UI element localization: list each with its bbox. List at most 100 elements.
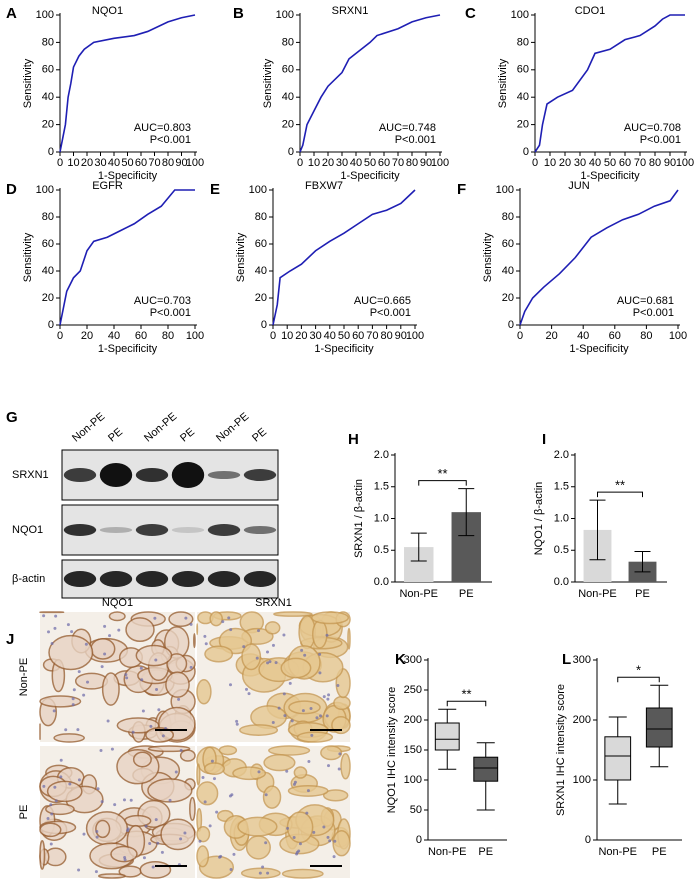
y-tick-label: 100 <box>36 9 54 21</box>
nucleus <box>319 714 323 718</box>
x-tick-label: Non-PE <box>399 588 438 600</box>
x-axis-label: 1-Specificity <box>340 170 400 182</box>
band <box>63 468 97 482</box>
x-tick-label: 90 <box>175 157 187 169</box>
nucleus <box>123 855 127 859</box>
nucleus <box>203 800 207 804</box>
nucleus <box>309 706 313 710</box>
x-tick-label: 100 <box>669 330 687 342</box>
nucleus <box>301 709 305 713</box>
nucleus <box>156 841 160 845</box>
x-tick-label: 100 <box>431 157 449 169</box>
tissue <box>193 633 196 649</box>
nucleus <box>219 854 223 858</box>
x-tick-label: PE <box>478 846 493 858</box>
x-tick-label: 100 <box>406 330 424 342</box>
y-tick-label: 20 <box>502 292 514 304</box>
tissue <box>48 634 94 671</box>
tissue <box>53 733 85 743</box>
x-tick-label: Non-PE <box>598 846 637 858</box>
nucleus <box>277 706 281 710</box>
chart-title: NQO1 <box>92 5 123 17</box>
x-tick-label: 60 <box>352 330 364 342</box>
y-axis-label: NQO1 IHC intensity score <box>386 687 398 814</box>
tissue <box>147 745 191 753</box>
nucleus <box>49 803 53 807</box>
y-tick-label: 80 <box>502 211 514 223</box>
tissue <box>280 657 312 679</box>
x-tick-label: 30 <box>94 157 106 169</box>
nucleus <box>139 666 143 670</box>
y-axis-label: Sensitivity <box>497 58 509 108</box>
nucleus <box>288 681 292 685</box>
tissue <box>262 785 282 809</box>
y-tick-label: 60 <box>42 64 54 76</box>
tissue <box>147 778 193 803</box>
x-tick-label: PE <box>652 846 667 858</box>
x-tick-label: 60 <box>609 330 621 342</box>
nucleus <box>50 812 54 816</box>
nucleus <box>300 648 304 652</box>
nucleus <box>306 789 310 793</box>
x-tick-label: 20 <box>81 157 93 169</box>
nucleus <box>108 634 112 638</box>
y-tick-label: 0.5 <box>374 544 389 556</box>
tissue <box>189 796 196 821</box>
x-tick-label: 50 <box>121 157 133 169</box>
nucleus <box>297 849 301 853</box>
y-axis-label: SRXN1 IHC intensity score <box>555 684 567 816</box>
x-tick-label: 90 <box>420 157 432 169</box>
nucleus <box>72 688 76 692</box>
x-tick-label: 100 <box>186 157 204 169</box>
band <box>135 524 169 536</box>
box <box>604 736 632 781</box>
y-axis-label: SRXN1 / β-actin <box>353 479 365 558</box>
annotation: ** <box>461 687 471 702</box>
y-tick-label: 100 <box>496 184 514 196</box>
x-tick-label: 30 <box>309 330 321 342</box>
y-tick-label: 40 <box>42 265 54 277</box>
x-tick-label: 60 <box>135 157 147 169</box>
tissue <box>312 619 328 649</box>
band <box>171 527 205 533</box>
y-tick-label: 0 <box>416 834 422 846</box>
y-axis-label: Sensitivity <box>22 232 34 282</box>
panel-label: C <box>465 5 476 22</box>
whisker <box>608 716 627 805</box>
y-tick-label: 1.0 <box>374 512 389 524</box>
x-tick-label: 50 <box>338 330 350 342</box>
tissue <box>281 868 324 879</box>
blot-row-label: SRXN1 <box>12 469 49 481</box>
nucleus <box>325 714 329 718</box>
band <box>243 469 277 481</box>
chart-title: JUN <box>568 180 589 192</box>
y-tick-label: 0 <box>523 146 529 158</box>
nucleus <box>271 720 275 724</box>
y-tick-label: 60 <box>502 238 514 250</box>
nucleus <box>76 728 80 732</box>
tissue <box>116 717 160 734</box>
x-tick-label: 80 <box>162 157 174 169</box>
y-axis-label: Sensitivity <box>22 58 34 108</box>
roc-curve <box>519 189 679 326</box>
error-bar <box>634 551 651 573</box>
y-tick-label: 80 <box>282 36 294 48</box>
nucleus <box>174 770 178 774</box>
nucleus <box>318 652 322 656</box>
nucleus <box>282 692 286 696</box>
y-tick-label: 50 <box>410 804 422 816</box>
y-tick-label: 1.5 <box>554 481 569 493</box>
tissue <box>310 611 350 625</box>
tissue <box>333 695 351 711</box>
y-axis-label: Sensitivity <box>262 58 274 108</box>
annotation: P<0.001 <box>395 134 436 146</box>
tissue <box>145 727 175 743</box>
nucleus <box>333 839 337 843</box>
nucleus <box>68 782 72 786</box>
tissue <box>264 621 281 635</box>
x-axis-label: 1-Specificity <box>569 343 629 355</box>
tissue <box>179 749 196 762</box>
band <box>63 571 97 587</box>
blot-row-label: NQO1 <box>12 524 43 536</box>
x-tick-label: 40 <box>577 330 589 342</box>
